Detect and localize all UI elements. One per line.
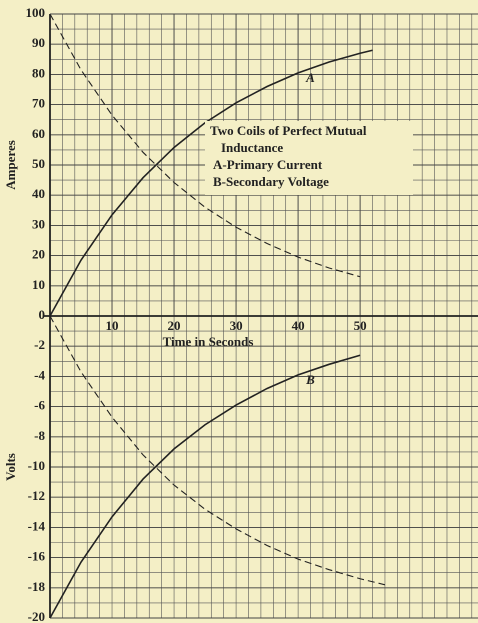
y-tick-label: -10 <box>28 458 45 473</box>
note-text: A-Primary Current <box>213 157 323 172</box>
curve <box>49 354 361 619</box>
y-tick-label: -14 <box>28 518 46 533</box>
y-tick-label: 0 <box>39 307 46 322</box>
y-tick-label: -12 <box>28 488 45 503</box>
note-text: Two Coils of Perfect Mutual <box>210 123 367 138</box>
y-tick-label: -18 <box>28 579 46 594</box>
mark-layer <box>44 13 478 619</box>
text-layer: 0 10 20 30 40 50 60 70 80 90 100 10 20 30 40 50 Time in … <box>3 5 367 623</box>
note-text: Inductance <box>221 140 283 155</box>
y-tick-label: 70 <box>32 96 45 111</box>
y-tick-label: 50 <box>32 156 45 171</box>
y-tick-label: 100 <box>26 5 46 20</box>
x-axis-label: Time in Seconds <box>163 334 254 349</box>
y-tick-label: -6 <box>34 398 45 413</box>
y-tick-label: 80 <box>32 65 45 80</box>
curve <box>49 49 373 317</box>
y-tick-label: 10 <box>32 277 45 292</box>
x-tick-label: 10 <box>106 318 119 333</box>
y-tick-label: -4 <box>34 367 45 382</box>
y-tick-label: 60 <box>32 126 45 141</box>
curve-label: B <box>305 372 315 387</box>
y-axis-label: Amperes <box>3 140 18 190</box>
y-tick-label: -8 <box>34 428 45 443</box>
x-tick-label: 20 <box>168 318 181 333</box>
curve <box>49 13 361 278</box>
x-tick-label: 50 <box>354 318 367 333</box>
note-text: B-Secondary Voltage <box>213 174 329 189</box>
x-tick-label: 40 <box>292 318 305 333</box>
y-tick-label: 20 <box>32 247 45 262</box>
y-axis-label: Volts <box>3 453 18 481</box>
y-tick-label: -16 <box>28 549 46 564</box>
y-tick-label: 90 <box>32 35 45 50</box>
y-tick-label: -20 <box>28 609 45 623</box>
y-tick-label: -2 <box>34 337 45 352</box>
curve <box>49 315 386 586</box>
y-tick-label: 40 <box>32 186 45 201</box>
curve-label: A <box>305 70 315 85</box>
x-tick-label: 30 <box>230 318 243 333</box>
y-tick-label: 30 <box>32 216 45 231</box>
note-box <box>205 121 413 195</box>
